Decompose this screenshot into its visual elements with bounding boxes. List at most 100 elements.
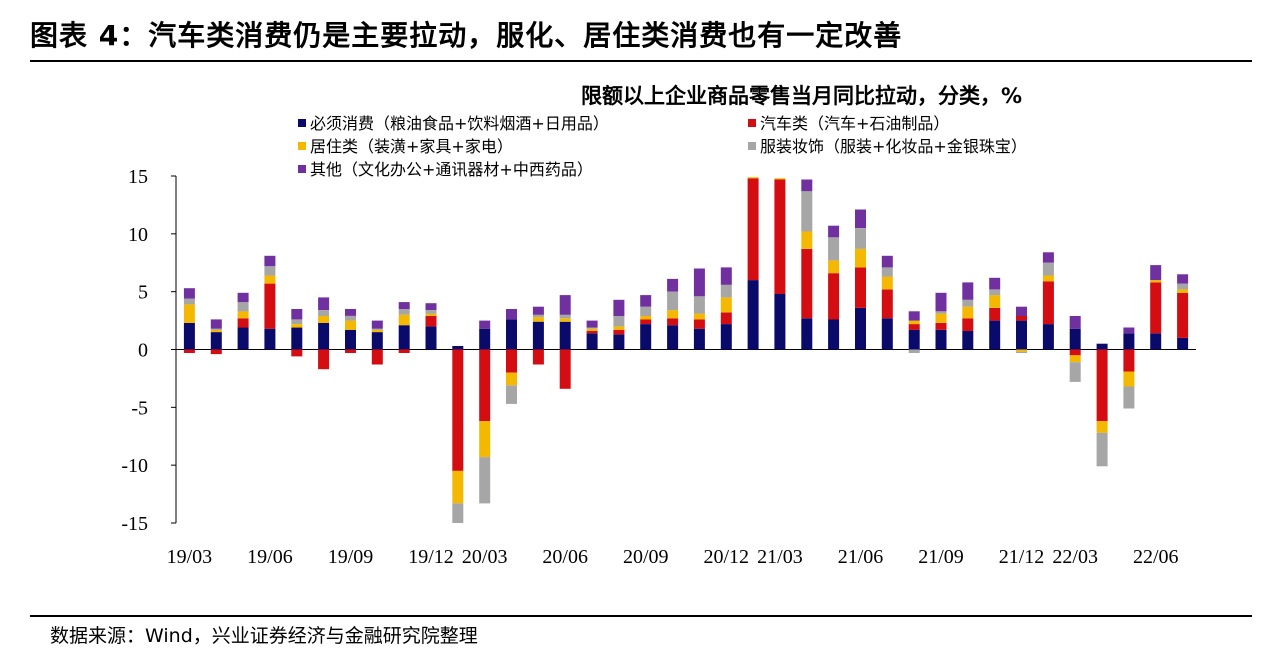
- bar-segment: [398, 325, 410, 350]
- x-tick-label: 19/06: [247, 546, 293, 568]
- y-tick-label: 5: [138, 282, 148, 304]
- bar-segment: [1069, 316, 1081, 329]
- bar-segment: [452, 349, 464, 471]
- legend-label: 汽车类（汽车+石油制品）: [760, 114, 949, 133]
- y-tick-label: 10: [128, 224, 148, 246]
- bar-segment: [210, 328, 222, 330]
- bar-segment: [640, 324, 652, 350]
- bar-segment: [801, 179, 813, 192]
- bar-segment: [183, 298, 195, 305]
- bar-segment: [828, 273, 840, 320]
- bar-segment: [1016, 316, 1027, 321]
- bar-segment: [908, 324, 920, 330]
- bar-segment: [425, 313, 437, 316]
- x-tick-label: 19/12: [408, 546, 454, 568]
- bar-segment: [908, 311, 920, 321]
- bar-segment: [667, 325, 679, 350]
- bar-segment: [667, 310, 679, 319]
- bar-segment: [1177, 292, 1189, 338]
- bar-segment: [855, 209, 866, 228]
- bar-segment: [962, 331, 974, 350]
- bar-segment: [881, 267, 893, 277]
- bar-segment: [962, 282, 974, 300]
- bar-segment: [828, 319, 840, 350]
- bar-segment: [908, 349, 920, 353]
- bar-segment: [398, 314, 410, 326]
- bar-segment: [693, 328, 705, 350]
- bar-segment: [479, 421, 491, 458]
- bar-segment: [318, 297, 330, 311]
- bar-segment: [613, 299, 625, 316]
- bar-segment: [747, 280, 759, 350]
- bar-segment: [1096, 343, 1108, 350]
- bar-segment: [962, 318, 974, 331]
- bar-segment: [291, 349, 303, 357]
- bar-segment: [855, 307, 866, 350]
- bar-segment: [291, 319, 303, 324]
- bar-segment: [398, 302, 410, 309]
- bar-segment: [291, 327, 303, 350]
- bar-segment: [881, 289, 893, 319]
- bar-segment: [559, 314, 571, 319]
- y-tick-label: -10: [121, 455, 148, 477]
- x-tick-label: 22/06: [1133, 546, 1179, 568]
- legend: 必须消费（粮油食品+饮料烟酒+日用品） 汽车类（汽车+石油制品） 居住类（装潢+家具…: [298, 114, 1027, 179]
- bar-segment: [1042, 281, 1054, 325]
- bar-segment: [935, 322, 947, 330]
- bar-segment: [479, 457, 491, 504]
- bar-segment: [398, 309, 410, 315]
- bar-segment: [693, 319, 705, 329]
- bar-segment: [264, 283, 276, 329]
- bar-segment: [264, 255, 276, 267]
- bar-segment: [1016, 320, 1027, 350]
- bar-segment: [1069, 328, 1081, 350]
- bar-segment: [452, 470, 464, 504]
- source-rule: [30, 615, 1252, 617]
- bar-segment: [1177, 274, 1189, 284]
- bar-segment: [1150, 280, 1162, 283]
- bar-segment: [479, 349, 491, 422]
- bar-segment: [613, 326, 625, 330]
- bar-segment: [237, 292, 249, 303]
- bar-segment: [237, 327, 249, 350]
- bar-segment: [640, 295, 652, 307]
- bar-segment: [1123, 333, 1135, 350]
- bar-segment: [506, 385, 517, 404]
- bar-segment: [532, 306, 544, 315]
- bar-segment: [1042, 252, 1054, 263]
- bar-segment: [1096, 349, 1108, 422]
- legend-swatch: [748, 119, 756, 127]
- bar-segment: [855, 228, 866, 249]
- bar-segment: [962, 299, 974, 307]
- legend-label: 服装妆饰（服装+化妆品+金银珠宝）: [760, 137, 1027, 156]
- bar-segment: [345, 309, 356, 316]
- legend-label: 其他（文化办公+通讯器材+中西药品）: [310, 160, 593, 179]
- x-tick-label: 21/06: [838, 546, 884, 568]
- bar-segment: [345, 316, 356, 321]
- bar-segment: [1042, 275, 1054, 282]
- bar-segment: [1123, 371, 1135, 387]
- bar-segment: [1177, 337, 1189, 350]
- figure-title: 图表 4：汽车类消费仍是主要拉动，服化、居住类消费也有一定改善: [30, 19, 903, 52]
- bar-segment: [210, 329, 222, 333]
- bar-segment: [667, 291, 679, 311]
- bar-segment: [371, 328, 383, 330]
- y-tick-label: 15: [128, 166, 148, 188]
- bar-segment: [237, 318, 249, 328]
- x-tick-label: 21/09: [918, 546, 964, 568]
- axes: 15 10 5 0 -5 -10 -15 19/03 19/06 19/09 19/12 20/03 2…: [121, 166, 1196, 568]
- bar-segment: [989, 289, 1001, 296]
- legend-swatch: [298, 165, 306, 173]
- legend-swatch: [748, 142, 756, 150]
- bar-segment: [345, 349, 356, 353]
- bar-segment: [586, 333, 598, 350]
- bar-segment: [640, 319, 652, 324]
- y-tick-label: -5: [131, 397, 148, 419]
- x-tick-label: 22/03: [1052, 546, 1098, 568]
- legend-swatch: [298, 119, 306, 127]
- bar-segment: [1177, 289, 1189, 293]
- bar-segment: [989, 295, 1001, 308]
- bar-segment: [586, 331, 598, 334]
- bar-segment: [425, 316, 437, 327]
